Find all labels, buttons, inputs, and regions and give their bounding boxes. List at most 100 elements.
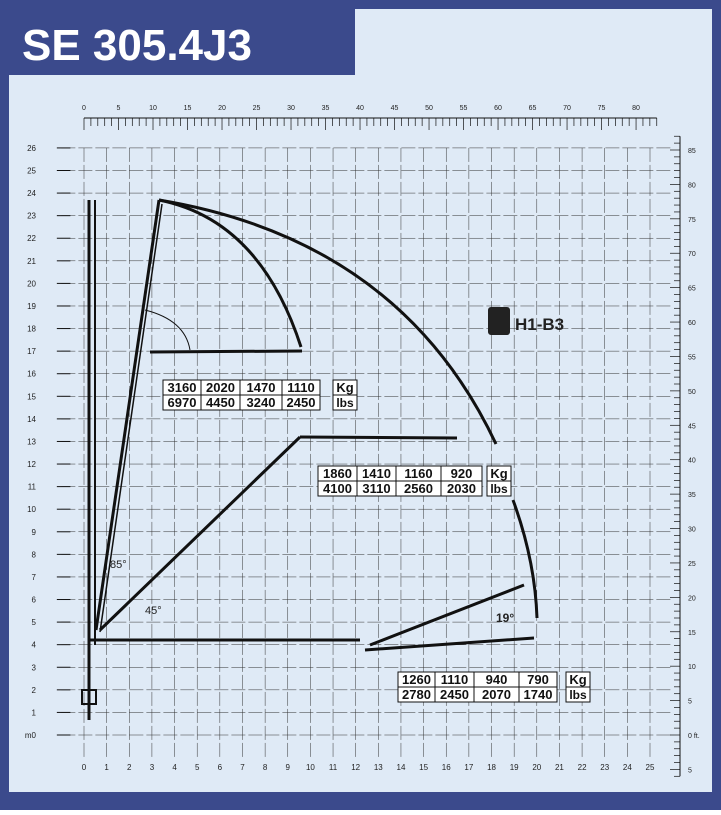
y-tick-label: 13 bbox=[27, 437, 36, 446]
kg-value: 1860 bbox=[323, 466, 352, 481]
ft-tick-label: 40 bbox=[356, 105, 364, 112]
ft-tick-label: 50 bbox=[425, 105, 433, 112]
lbs-value: 2560 bbox=[404, 481, 433, 496]
y-tick-label: 8 bbox=[32, 550, 37, 559]
x-tick-label: 17 bbox=[464, 763, 473, 772]
ft-tick-label: 5 bbox=[688, 767, 692, 774]
unit-cell bbox=[565, 686, 591, 703]
badge: H1-B3 bbox=[515, 315, 564, 334]
title: SE 305.4J3 bbox=[22, 21, 252, 70]
hook-icon bbox=[488, 307, 510, 335]
lbs-unit: lbs bbox=[490, 482, 508, 496]
kg-value: 1260 bbox=[402, 672, 431, 687]
angle-label: 45° bbox=[145, 605, 162, 617]
y-tick-label: 7 bbox=[32, 573, 37, 582]
x-tick-label: 24 bbox=[623, 763, 632, 772]
y-tick-label: 1 bbox=[32, 708, 37, 717]
lbs-value: 3110 bbox=[362, 481, 390, 496]
lbs-value: 4100 bbox=[323, 481, 352, 496]
kg-unit: Kg bbox=[490, 466, 507, 481]
ft-tick-label: 0 ft. bbox=[688, 733, 700, 740]
ft-tick-label: 25 bbox=[688, 561, 696, 568]
x-tick-label: 21 bbox=[555, 763, 564, 772]
x-tick-label: 7 bbox=[240, 763, 245, 772]
lbs-value: 2070 bbox=[482, 687, 511, 702]
ft-tick-label: 5 bbox=[117, 105, 121, 112]
lbs-value: 1740 bbox=[524, 687, 553, 702]
x-tick-label: 23 bbox=[600, 763, 609, 772]
background bbox=[9, 9, 712, 792]
ft-tick-label: 5 bbox=[688, 699, 692, 706]
lbs-unit: lbs bbox=[569, 688, 587, 702]
x-tick-label: 13 bbox=[374, 763, 383, 772]
y-tick-label: 24 bbox=[27, 189, 36, 198]
crane-drawing bbox=[81, 198, 539, 720]
kg-unit: Kg bbox=[336, 380, 353, 395]
kg-unit: Kg bbox=[569, 672, 586, 687]
lbs-value: 3240 bbox=[247, 395, 276, 410]
ft-tick-label: 80 bbox=[688, 182, 696, 189]
x-tick-label: 15 bbox=[419, 763, 428, 772]
lbs-value: 4450 bbox=[206, 395, 235, 410]
y-tick-label: 12 bbox=[27, 460, 36, 469]
y-tick-label: 11 bbox=[28, 483, 37, 492]
kg-value: 1110 bbox=[441, 672, 469, 687]
y-tick-label: 5 bbox=[32, 618, 37, 627]
x-tick-label: 19 bbox=[510, 763, 519, 772]
ft-tick-label: 75 bbox=[688, 217, 696, 224]
ft-tick-label: 30 bbox=[688, 527, 696, 534]
x-tick-label: 10 bbox=[306, 763, 315, 772]
ft-tick-label: 30 bbox=[287, 105, 295, 112]
ft-tick-label: 15 bbox=[184, 105, 192, 112]
lbs-value: 6970 bbox=[168, 395, 197, 410]
y-tick-label: m0 bbox=[25, 731, 37, 740]
kg-value: 1410 bbox=[362, 466, 391, 481]
x-tick-label: 11 bbox=[329, 763, 338, 772]
x-tick-label: 18 bbox=[487, 763, 496, 772]
x-tick-label: 22 bbox=[578, 763, 587, 772]
y-tick-label: 4 bbox=[32, 641, 37, 650]
y-tick-label: 25 bbox=[27, 167, 36, 176]
ft-tick-label: 10 bbox=[149, 105, 157, 112]
x-tick-label: 5 bbox=[195, 763, 200, 772]
ft-tick-label: 50 bbox=[688, 389, 696, 396]
ft-tick-label: 60 bbox=[688, 320, 696, 327]
kg-value: 790 bbox=[527, 672, 549, 687]
y-tick-label: 2 bbox=[32, 686, 37, 695]
x-tick-label: 6 bbox=[218, 763, 223, 772]
ft-tick-label: 55 bbox=[460, 105, 468, 112]
ft-tick-label: 35 bbox=[322, 105, 330, 112]
x-tick-label: 20 bbox=[532, 763, 541, 772]
kg-value: 3160 bbox=[168, 380, 197, 395]
ft-tick-label: 20 bbox=[218, 105, 226, 112]
kg-value: 1110 bbox=[287, 380, 315, 395]
ft-tick-label: 45 bbox=[391, 105, 399, 112]
ft-tick-label: 25 bbox=[253, 105, 261, 112]
kg-value: 2020 bbox=[206, 380, 235, 395]
y-tick-label: 18 bbox=[27, 325, 36, 334]
x-tick-label: 8 bbox=[263, 763, 268, 772]
y-tick-label: 16 bbox=[27, 370, 36, 379]
x-tick-label: 12 bbox=[351, 763, 360, 772]
angle-label: 85° bbox=[110, 559, 127, 571]
x-tick-label: 1 bbox=[104, 763, 109, 772]
lbs-value: 2450 bbox=[287, 395, 316, 410]
angle-label: 19° bbox=[496, 611, 514, 625]
title-box bbox=[9, 9, 355, 75]
ft-tick-label: 40 bbox=[688, 458, 696, 465]
lbs-value: 2780 bbox=[402, 687, 431, 702]
table-cell bbox=[518, 686, 558, 703]
ft-tick-label: 0 bbox=[82, 105, 86, 112]
unit-cell bbox=[486, 480, 512, 497]
x-tick-label: 9 bbox=[286, 763, 291, 772]
lbs-value: 2030 bbox=[447, 481, 476, 496]
y-tick-label: 22 bbox=[27, 234, 36, 243]
x-tick-label: 0 bbox=[82, 763, 87, 772]
table-cell bbox=[281, 394, 321, 411]
table-cell bbox=[440, 480, 483, 497]
y-tick-label: 3 bbox=[32, 663, 37, 672]
ft-tick-label: 80 bbox=[632, 105, 640, 112]
y-tick-label: 21 bbox=[27, 257, 36, 266]
ft-tick-label: 70 bbox=[563, 105, 571, 112]
